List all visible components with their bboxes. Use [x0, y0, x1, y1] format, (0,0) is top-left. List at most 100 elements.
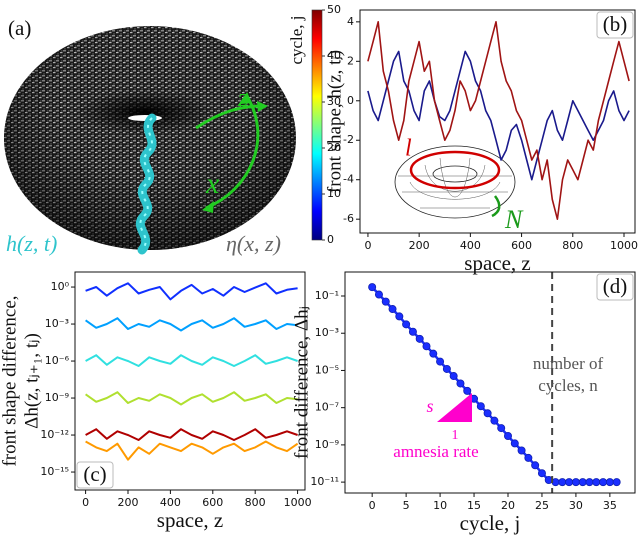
- plot: [85, 282, 299, 461]
- y-axis-label: front difference, Δhⱼ: [291, 306, 312, 459]
- y-tick-label: 10⁻¹: [315, 289, 339, 302]
- marker: [422, 342, 431, 351]
- marker: [483, 409, 492, 418]
- panel-label: (d): [603, 274, 628, 298]
- x-tick-label: 600: [511, 239, 532, 252]
- series-line: [85, 428, 298, 441]
- x-tick-label: 15: [467, 499, 481, 512]
- x-tick-label: 1000: [610, 239, 638, 252]
- y-tick-label: -4: [343, 173, 354, 186]
- y-tick-label: -2: [343, 133, 354, 146]
- series-line: [367, 50, 630, 181]
- x-tick-label: 10: [433, 499, 447, 512]
- plot-frame: [359, 9, 636, 234]
- x-tick-label: 400: [460, 239, 481, 252]
- marker: [599, 478, 608, 487]
- marker: [503, 432, 512, 441]
- marker: [531, 461, 540, 470]
- inset-torus: [394, 145, 516, 219]
- marker: [510, 439, 519, 448]
- marker: [578, 478, 587, 487]
- marker: [537, 469, 546, 478]
- series-line: [85, 440, 299, 461]
- y-tick-label: 10⁻¹¹: [310, 475, 339, 488]
- marker: [558, 478, 567, 487]
- marker: [408, 327, 417, 336]
- annotation: cycles, n: [538, 376, 598, 395]
- colorbar-tick-label: 10: [327, 187, 341, 200]
- panel-label: (b): [603, 12, 628, 36]
- x-tick-label: 200: [117, 496, 138, 509]
- slope-label: s: [426, 396, 433, 416]
- y-tick-label: 10⁻⁶: [45, 354, 70, 367]
- plot-frame: [74, 271, 306, 491]
- marker: [381, 297, 390, 306]
- annotation: number of: [533, 354, 604, 373]
- slope-label: amnesia rate: [393, 442, 478, 461]
- y-tick-label: 0: [347, 94, 354, 107]
- x-tick-label: 200: [409, 239, 430, 252]
- series-line: [85, 282, 298, 301]
- y-tick-label: 10⁻¹⁵: [40, 465, 69, 478]
- y-tick-label: 10⁻⁹: [315, 438, 339, 451]
- x-tick-label: 5: [403, 499, 410, 512]
- y-tick-label: 10⁻⁷: [315, 401, 339, 414]
- x-axis-label: cycle, j: [460, 511, 521, 535]
- marker: [605, 478, 614, 487]
- y-tick-label: 10⁻³: [45, 317, 69, 330]
- colorbar-tick-label: 40: [327, 49, 341, 62]
- marker: [415, 334, 424, 343]
- slope-label: 1: [452, 428, 459, 443]
- plot: [367, 21, 630, 220]
- marker: [565, 478, 574, 487]
- y-axis-label: front shape difference,: [0, 295, 20, 466]
- marker: [374, 290, 383, 299]
- marker: [449, 372, 458, 381]
- torus: [4, 26, 296, 255]
- y-tick-label: 10⁰: [51, 280, 70, 293]
- x-tick-label: 25: [535, 499, 549, 512]
- panel-label-box: [596, 273, 634, 301]
- slope-triangle: [437, 393, 472, 422]
- x-tick-label: 35: [603, 499, 617, 512]
- marker: [612, 478, 621, 487]
- colorbar-label: cycle, j: [287, 15, 306, 64]
- series-line: [85, 317, 298, 332]
- marker: [395, 312, 404, 321]
- marker: [497, 424, 506, 433]
- marker: [490, 416, 499, 425]
- annotation: z: [237, 83, 248, 112]
- x-tick-label: 30: [569, 499, 583, 512]
- x-tick-label: 20: [501, 499, 515, 512]
- x-tick-label: 800: [562, 239, 583, 252]
- colorbar-tick-label: 20: [327, 141, 341, 154]
- annotation: η(x, z): [226, 231, 281, 256]
- panel-label-box: [596, 11, 634, 39]
- marker: [429, 349, 438, 358]
- x-tick-label: 0: [369, 499, 376, 512]
- y-tick-label: 10⁻¹²: [40, 428, 69, 441]
- inset-label: N: [504, 205, 524, 234]
- y-tick-label: 4: [347, 15, 354, 28]
- y-tick-label: 2: [347, 54, 354, 67]
- colorbar-tick-label: 50: [327, 3, 341, 16]
- marker: [463, 386, 472, 395]
- x-axis-label: space, z: [157, 508, 223, 532]
- x-axis-label: space, z: [464, 251, 530, 275]
- colorbar: [311, 9, 323, 241]
- marker: [571, 478, 580, 487]
- marker: [456, 379, 465, 388]
- plot-frame: [344, 271, 636, 494]
- marker: [476, 402, 485, 411]
- y-axis-label: front shape, h(z, tⱼ): [324, 50, 345, 193]
- series-line: [367, 21, 630, 220]
- y-axis-label: Δh(z, tⱼ₊₁, tⱼ): [21, 333, 42, 429]
- annotation: x: [205, 167, 220, 200]
- marker: [436, 357, 445, 366]
- y-tick-label: 10⁻⁵: [315, 363, 339, 376]
- x-tick-label: 600: [202, 496, 223, 509]
- marker: [585, 478, 594, 487]
- marker: [442, 364, 451, 373]
